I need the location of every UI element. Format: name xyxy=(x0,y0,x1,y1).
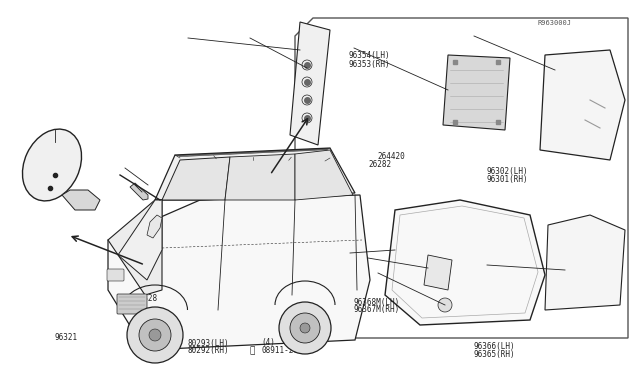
Circle shape xyxy=(279,302,331,354)
Text: R963000J: R963000J xyxy=(538,20,572,26)
Polygon shape xyxy=(118,200,162,280)
Polygon shape xyxy=(540,50,625,160)
FancyBboxPatch shape xyxy=(117,294,147,314)
Text: 96368M(LH): 96368M(LH) xyxy=(354,298,400,307)
Text: 96365(RH): 96365(RH) xyxy=(474,350,515,359)
Polygon shape xyxy=(108,200,162,295)
Text: 96328: 96328 xyxy=(134,294,157,303)
Circle shape xyxy=(139,319,171,351)
Polygon shape xyxy=(108,195,370,350)
Text: 80292(RH): 80292(RH) xyxy=(188,346,229,355)
Circle shape xyxy=(290,313,320,343)
Text: (4): (4) xyxy=(261,338,275,347)
Text: 96353(RH): 96353(RH) xyxy=(349,60,390,68)
Circle shape xyxy=(300,323,310,333)
Text: 26282: 26282 xyxy=(368,160,391,169)
Text: 96301(RH): 96301(RH) xyxy=(486,175,528,184)
Polygon shape xyxy=(290,22,330,145)
Text: Ⓝ: Ⓝ xyxy=(250,346,255,355)
Ellipse shape xyxy=(22,129,81,201)
Circle shape xyxy=(438,298,452,312)
Polygon shape xyxy=(225,154,295,200)
Polygon shape xyxy=(130,183,148,200)
Polygon shape xyxy=(147,215,162,238)
Text: 96366(LH): 96366(LH) xyxy=(474,342,515,351)
Text: 96302(LH): 96302(LH) xyxy=(486,167,528,176)
Polygon shape xyxy=(443,55,510,130)
Text: 96367M(RH): 96367M(RH) xyxy=(354,305,400,314)
Polygon shape xyxy=(545,215,625,310)
Polygon shape xyxy=(424,255,452,290)
FancyBboxPatch shape xyxy=(107,269,124,281)
Text: 80293(LH): 80293(LH) xyxy=(188,339,229,347)
Polygon shape xyxy=(155,148,355,200)
Polygon shape xyxy=(385,200,545,325)
Text: 264420: 264420 xyxy=(378,152,405,161)
Circle shape xyxy=(149,329,161,341)
Text: 08911-2062H: 08911-2062H xyxy=(261,346,312,355)
Polygon shape xyxy=(62,190,100,210)
Circle shape xyxy=(127,307,183,363)
Text: 96321: 96321 xyxy=(54,333,77,342)
Polygon shape xyxy=(295,150,353,200)
Polygon shape xyxy=(162,157,230,200)
Text: 96354(LH): 96354(LH) xyxy=(349,51,390,60)
